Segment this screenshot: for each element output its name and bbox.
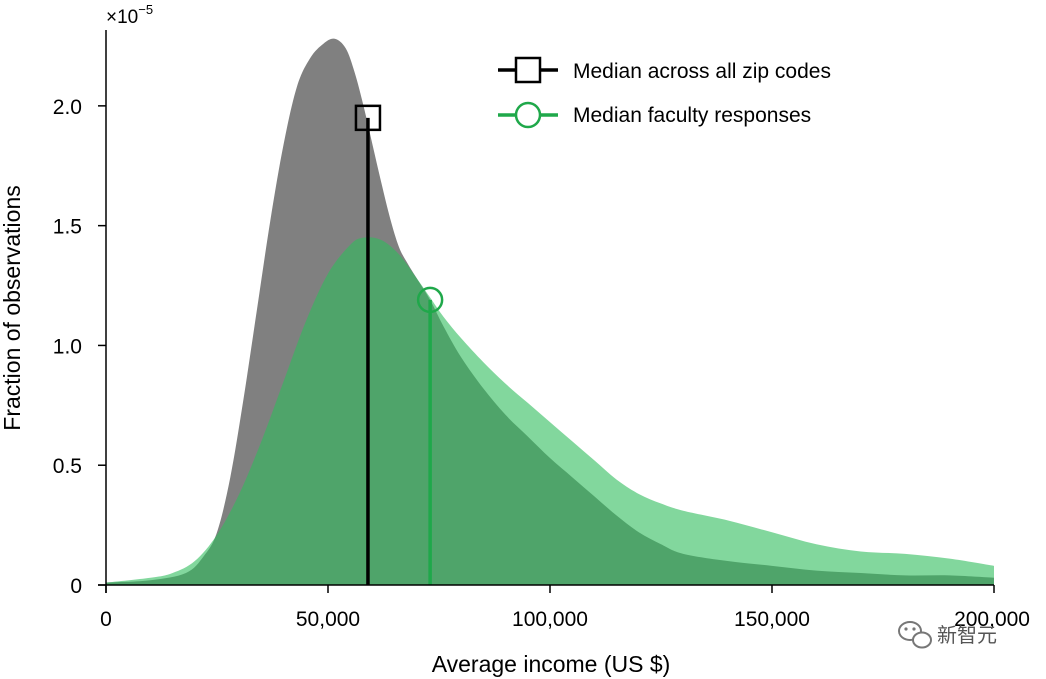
- y-tick-label: 0.5: [53, 455, 82, 478]
- x-tick-label: 50,000: [296, 608, 360, 631]
- y-tick-label: 0: [70, 575, 82, 598]
- y-axis-title: Fraction of observations: [0, 185, 25, 430]
- x-tick-label: 0: [100, 608, 112, 631]
- legend-square-marker: [514, 56, 542, 84]
- y-axis-ticks: 0 0.5 1.0 1.5 2.0: [53, 96, 106, 598]
- x-tick-label: 200,000: [954, 608, 1030, 631]
- y-tick-label: 1.5: [53, 216, 82, 239]
- legend-label-all-zip-codes: Median across all zip codes: [573, 60, 831, 83]
- area-faculty-responses: [106, 237, 994, 585]
- watermark-text: 新智元: [937, 623, 997, 647]
- y-tick-label: 1.0: [53, 335, 82, 358]
- x-tick-label: 100,000: [512, 608, 588, 631]
- x-tick-label: 150,000: [734, 608, 810, 631]
- x-axis-ticks: 0 50,000 100,000 150,000 200,000: [100, 585, 1030, 631]
- median-square-marker: [354, 104, 382, 132]
- series-areas: [106, 38, 994, 585]
- y-tick-label: 2.0: [53, 96, 82, 119]
- median-markers: [354, 104, 444, 585]
- watermark: 新智元: [898, 621, 997, 649]
- legend: Median across all zip codes Median facul…: [498, 56, 831, 129]
- x-axis-title: Average income (US $): [432, 651, 671, 677]
- legend-item-all-zip-codes: Median across all zip codes: [498, 56, 831, 84]
- legend-circle-marker: [514, 101, 542, 129]
- y-scale-factor: ×10−5: [106, 2, 153, 28]
- legend-label-faculty-responses: Median faculty responses: [573, 104, 811, 127]
- wechat-logo-icon: [898, 621, 932, 649]
- axes: 0 50,000 100,000 150,000 200,000 0 0.5 1.0 1.5 2…: [53, 30, 1030, 631]
- median-circle-marker: [416, 286, 444, 314]
- legend-item-faculty-responses: Median faculty responses: [498, 101, 811, 129]
